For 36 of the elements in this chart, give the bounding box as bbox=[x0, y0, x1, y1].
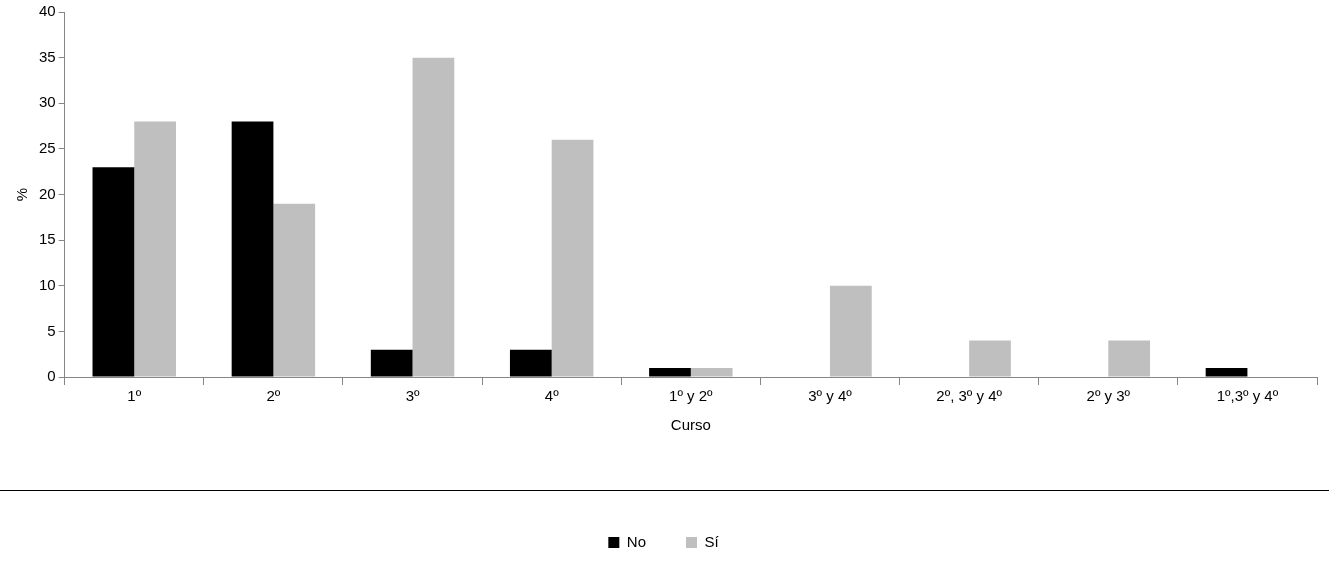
bar bbox=[273, 203, 316, 377]
x-tick-label: 1º,3º y 4º bbox=[1216, 387, 1279, 405]
x-tick-label: 2º, 3º y 4º bbox=[936, 387, 1003, 405]
legend-label: Sí bbox=[704, 532, 720, 550]
y-tick-label: 0 bbox=[47, 367, 56, 385]
legend-label: No bbox=[626, 532, 647, 550]
y-tick-label: 5 bbox=[47, 321, 56, 339]
y-tick-label: 15 bbox=[39, 230, 56, 248]
y-tick-label: 10 bbox=[39, 275, 56, 293]
bar bbox=[134, 121, 176, 377]
x-tick-label: 3º y 4º bbox=[808, 387, 853, 405]
bar bbox=[509, 349, 552, 377]
x-axis-title: Curso bbox=[670, 416, 711, 434]
bar bbox=[551, 139, 594, 377]
bar bbox=[231, 121, 274, 377]
bar bbox=[829, 285, 872, 377]
x-tick-label: 1º y 2º bbox=[669, 387, 714, 405]
bar bbox=[412, 57, 455, 377]
x-tick-label: 4º bbox=[544, 387, 560, 405]
y-tick-label: 25 bbox=[39, 139, 56, 157]
bar bbox=[92, 167, 135, 377]
x-tick-label: 3º bbox=[405, 387, 420, 405]
y-tick-label: 30 bbox=[39, 93, 56, 111]
y-tick-label: 20 bbox=[39, 184, 56, 202]
bar bbox=[1205, 367, 1248, 377]
bar bbox=[370, 349, 413, 377]
y-axis-title: % bbox=[13, 187, 31, 202]
y-tick-label: 40 bbox=[39, 2, 56, 20]
bar bbox=[1108, 340, 1151, 377]
x-tick-label: 2º bbox=[266, 387, 281, 405]
y-tick-label: 35 bbox=[39, 47, 56, 65]
x-tick-label: 1º bbox=[127, 387, 142, 405]
bar bbox=[690, 367, 733, 377]
bar bbox=[649, 367, 691, 377]
x-tick-label: 2º y 3º bbox=[1086, 387, 1131, 405]
bar bbox=[969, 340, 1011, 377]
